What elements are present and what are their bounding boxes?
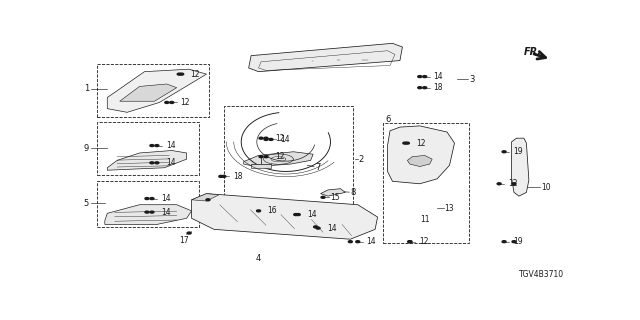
Circle shape [165, 101, 169, 103]
Polygon shape [191, 194, 219, 201]
Circle shape [356, 241, 360, 243]
Polygon shape [244, 152, 313, 166]
Text: 17: 17 [179, 236, 189, 244]
Text: 12: 12 [275, 134, 284, 143]
Text: FR.: FR. [524, 47, 542, 57]
Circle shape [150, 145, 154, 147]
Circle shape [321, 196, 325, 198]
Polygon shape [408, 156, 432, 166]
Circle shape [259, 137, 263, 139]
Circle shape [206, 199, 210, 201]
Circle shape [264, 139, 268, 140]
Text: 14: 14 [307, 210, 317, 219]
Circle shape [405, 142, 410, 144]
Polygon shape [511, 138, 529, 196]
Text: 14: 14 [434, 72, 444, 81]
Circle shape [403, 142, 407, 144]
Text: 1: 1 [84, 84, 89, 93]
Circle shape [497, 183, 501, 185]
Circle shape [423, 76, 427, 77]
Text: 9: 9 [84, 144, 89, 153]
Circle shape [512, 241, 516, 243]
Circle shape [187, 232, 191, 234]
Circle shape [145, 211, 149, 213]
Text: 12: 12 [275, 152, 284, 161]
Text: 14: 14 [166, 141, 175, 150]
Text: 11: 11 [420, 215, 429, 224]
Circle shape [155, 162, 159, 164]
Polygon shape [249, 43, 403, 72]
Circle shape [408, 241, 412, 243]
Bar [97, 122, 199, 175]
Circle shape [150, 211, 154, 213]
Circle shape [294, 213, 298, 216]
Text: 14: 14 [161, 194, 170, 203]
Circle shape [257, 210, 260, 212]
Bar [97, 181, 199, 227]
Text: 18: 18 [233, 172, 243, 181]
Text: 14: 14 [166, 158, 175, 167]
Text: 15: 15 [330, 193, 340, 202]
Polygon shape [120, 84, 177, 101]
Circle shape [259, 156, 263, 158]
Text: TGV4B3710: TGV4B3710 [518, 270, 564, 279]
Circle shape [155, 145, 159, 147]
Polygon shape [388, 126, 454, 184]
Text: 14: 14 [280, 135, 289, 144]
Polygon shape [191, 194, 378, 239]
Text: 14: 14 [367, 237, 376, 246]
Text: 7: 7 [315, 163, 321, 172]
Text: 12: 12 [508, 179, 518, 188]
Circle shape [222, 175, 226, 177]
Circle shape [150, 162, 154, 164]
Circle shape [177, 73, 181, 75]
Bar [97, 64, 209, 117]
Circle shape [418, 76, 422, 77]
Circle shape [502, 241, 506, 243]
Circle shape [269, 139, 273, 140]
Circle shape [170, 101, 173, 103]
Circle shape [180, 73, 184, 75]
Polygon shape [108, 150, 187, 170]
Bar [224, 106, 353, 216]
Circle shape [145, 197, 149, 200]
Bar [383, 124, 469, 243]
Text: 19: 19 [513, 147, 523, 156]
Circle shape [418, 87, 422, 89]
Text: 13: 13 [445, 204, 454, 213]
Circle shape [150, 197, 154, 200]
Circle shape [219, 175, 223, 177]
Polygon shape [108, 69, 207, 112]
Text: 12: 12 [180, 98, 190, 107]
Text: 2: 2 [359, 155, 364, 164]
Text: 16: 16 [267, 206, 276, 215]
Circle shape [512, 183, 516, 185]
Text: 12: 12 [191, 70, 200, 79]
Text: 14: 14 [161, 208, 170, 217]
Text: 5: 5 [84, 199, 89, 208]
Circle shape [264, 137, 268, 139]
Text: 10: 10 [541, 183, 551, 192]
Polygon shape [105, 205, 191, 224]
Text: 8: 8 [350, 188, 356, 197]
Circle shape [316, 227, 320, 229]
Circle shape [296, 213, 300, 216]
Bar [251, 164, 271, 168]
Text: 12: 12 [416, 139, 426, 148]
Text: 4: 4 [256, 254, 261, 263]
Text: 3: 3 [469, 75, 475, 84]
Circle shape [348, 241, 352, 243]
Circle shape [264, 156, 268, 158]
Text: 6: 6 [385, 115, 390, 124]
Text: 12: 12 [419, 237, 428, 246]
Circle shape [314, 226, 317, 228]
Text: 19: 19 [513, 237, 523, 246]
Circle shape [423, 87, 427, 89]
Text: 18: 18 [434, 83, 443, 92]
Circle shape [408, 241, 412, 243]
Circle shape [502, 151, 506, 153]
Polygon shape [321, 189, 346, 196]
Text: 14: 14 [327, 224, 337, 233]
